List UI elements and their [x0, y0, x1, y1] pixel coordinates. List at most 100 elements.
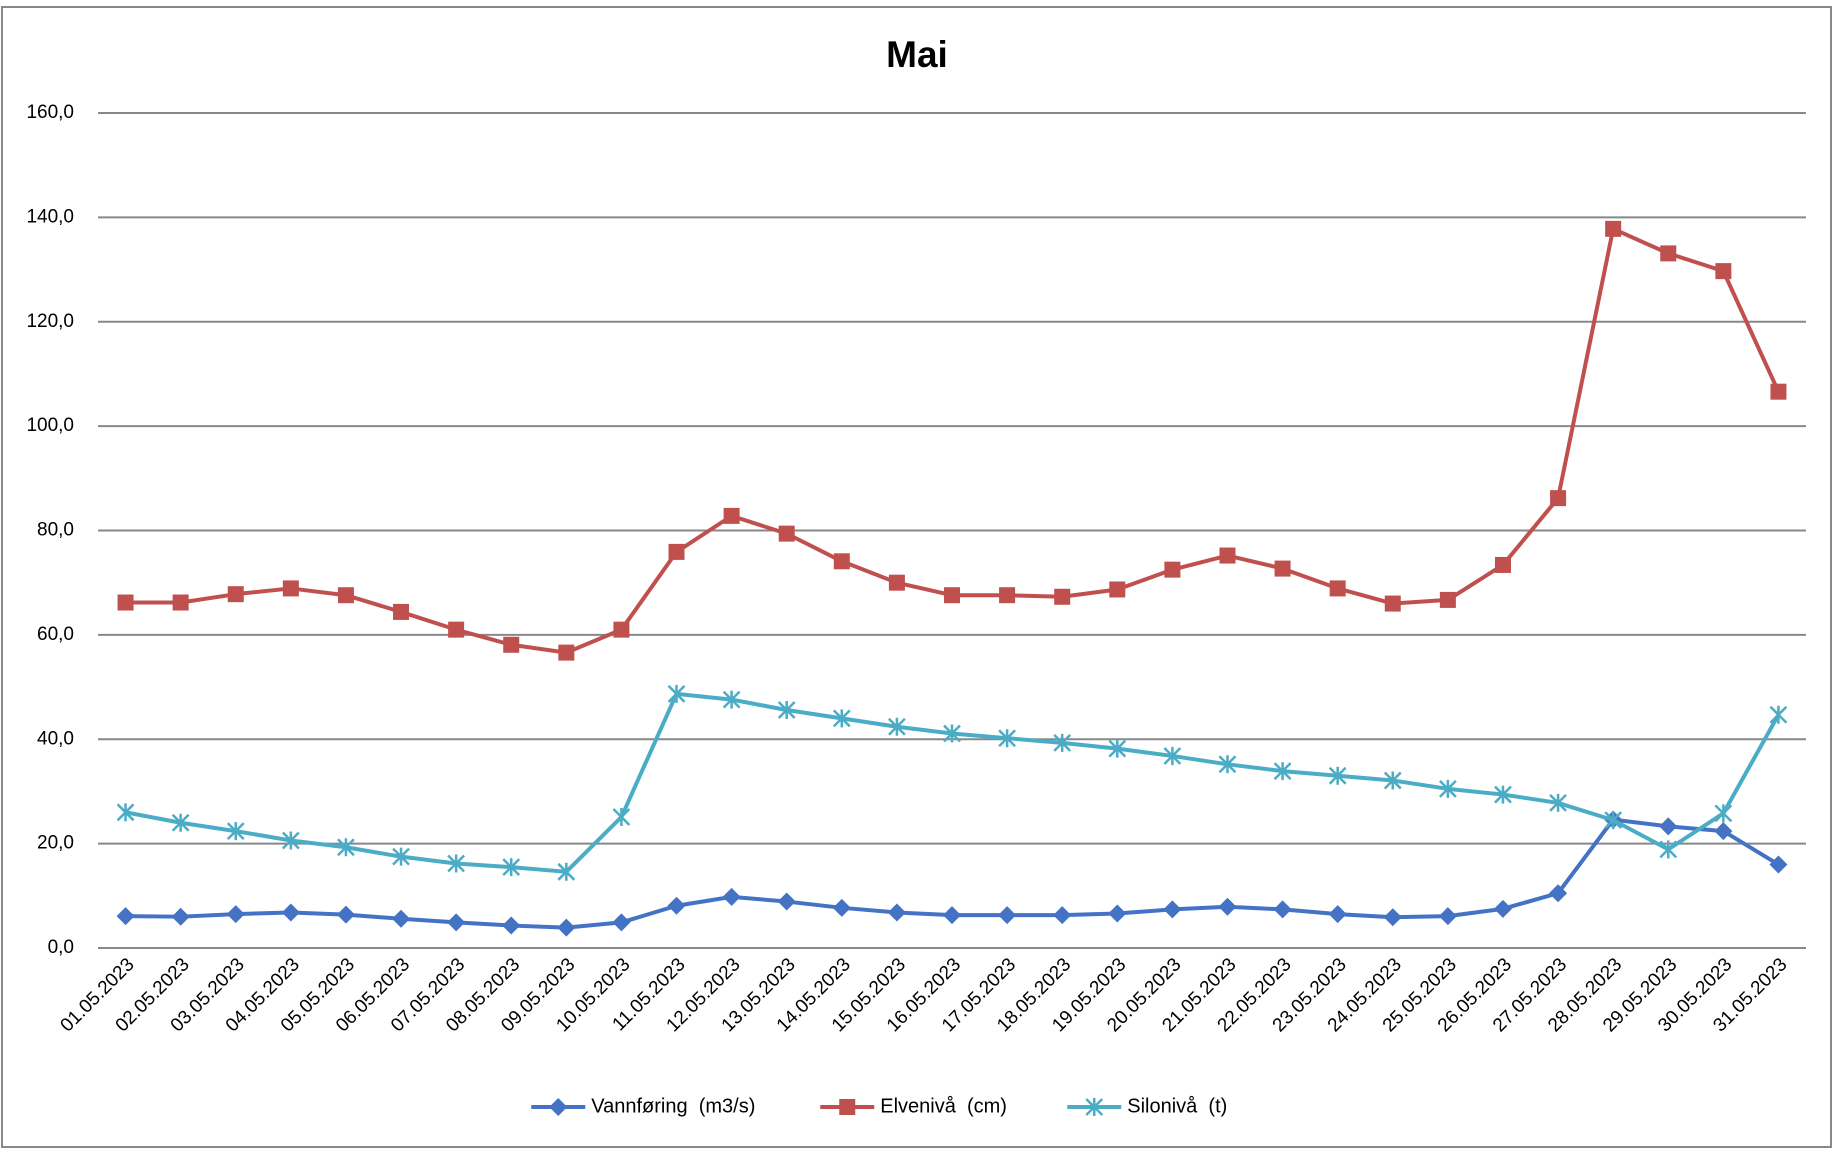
marker: [943, 724, 961, 743]
marker: [723, 507, 740, 524]
marker: [226, 822, 245, 841]
marker: [117, 594, 134, 611]
marker: [447, 913, 466, 932]
marker: [1438, 907, 1457, 926]
marker: [943, 906, 961, 925]
marker: [557, 918, 576, 937]
marker: [447, 854, 466, 873]
marker: [667, 684, 686, 703]
marker: [1549, 793, 1567, 812]
marker: [722, 690, 741, 709]
marker: [613, 621, 630, 638]
marker: [1659, 840, 1678, 859]
marker: [1714, 822, 1733, 841]
marker: [839, 1099, 856, 1115]
marker: [116, 803, 135, 822]
y-tick-label: 40,0: [37, 728, 74, 749]
marker: [1273, 900, 1292, 919]
marker: [1438, 779, 1457, 798]
marker: [832, 898, 851, 917]
marker: [1769, 705, 1788, 724]
legend-label: Silonivå (t): [1127, 1095, 1227, 1117]
marker: [502, 858, 521, 877]
marker: [1494, 785, 1512, 804]
marker: [1604, 811, 1623, 830]
marker: [667, 896, 686, 915]
marker: [888, 717, 906, 736]
marker: [1273, 762, 1292, 781]
marker: [1659, 817, 1678, 836]
y-tick-label: 60,0: [37, 624, 74, 645]
marker: [1383, 908, 1402, 927]
marker: [336, 905, 355, 924]
marker: [226, 905, 245, 924]
marker: [171, 813, 190, 832]
marker: [1714, 804, 1733, 823]
marker: [281, 831, 300, 850]
marker: [722, 887, 741, 906]
y-tick-label: 80,0: [37, 520, 74, 541]
marker: [1274, 560, 1291, 577]
marker: [393, 603, 410, 620]
marker: [777, 701, 796, 720]
marker: [116, 907, 135, 926]
marker: [1494, 556, 1511, 573]
marker: [1715, 263, 1732, 280]
marker: [1328, 905, 1347, 924]
marker: [448, 621, 465, 638]
marker: [1329, 580, 1346, 597]
marker: [1493, 899, 1512, 918]
y-tick-label: 120,0: [26, 311, 74, 332]
marker: [668, 543, 685, 560]
chart-border: [1, 6, 1832, 1148]
marker: [1163, 900, 1182, 919]
y-tick-label: 100,0: [26, 415, 74, 436]
marker: [777, 892, 796, 911]
marker: [1163, 746, 1182, 765]
y-tick-label: 20,0: [37, 833, 74, 854]
marker: [1053, 906, 1072, 925]
marker: [392, 847, 410, 866]
marker: [558, 644, 575, 661]
marker: [1108, 904, 1127, 923]
marker: [337, 587, 354, 604]
marker: [1218, 755, 1237, 774]
marker: [1164, 561, 1181, 578]
marker: [1085, 1098, 1104, 1116]
marker: [1549, 884, 1568, 903]
marker: [1108, 739, 1127, 758]
marker: [944, 587, 960, 604]
marker: [557, 862, 576, 881]
marker: [503, 636, 520, 653]
marker: [887, 903, 906, 922]
marker: [778, 525, 795, 542]
marker: [1328, 766, 1347, 785]
y-tick-label: 160,0: [26, 102, 74, 123]
marker: [1109, 581, 1126, 598]
marker: [1054, 588, 1071, 605]
marker: [1660, 245, 1677, 262]
marker: [1605, 220, 1622, 237]
marker: [888, 574, 905, 591]
marker: [1769, 855, 1788, 874]
marker: [833, 553, 850, 570]
marker: [612, 808, 631, 827]
marker: [392, 909, 411, 928]
legend-label: Vannføring (m3/s): [591, 1095, 755, 1117]
marker: [172, 594, 189, 611]
marker: [1383, 771, 1402, 790]
y-tick-label: 140,0: [26, 206, 74, 227]
marker: [832, 709, 851, 728]
marker: [999, 587, 1016, 604]
marker: [549, 1098, 568, 1116]
marker: [227, 586, 244, 603]
marker: [171, 907, 190, 926]
marker: [282, 580, 299, 597]
marker: [1384, 595, 1401, 612]
marker: [1053, 733, 1072, 752]
marker: [337, 838, 355, 857]
marker: [998, 729, 1016, 748]
marker: [612, 913, 631, 932]
marker: [1219, 547, 1236, 564]
